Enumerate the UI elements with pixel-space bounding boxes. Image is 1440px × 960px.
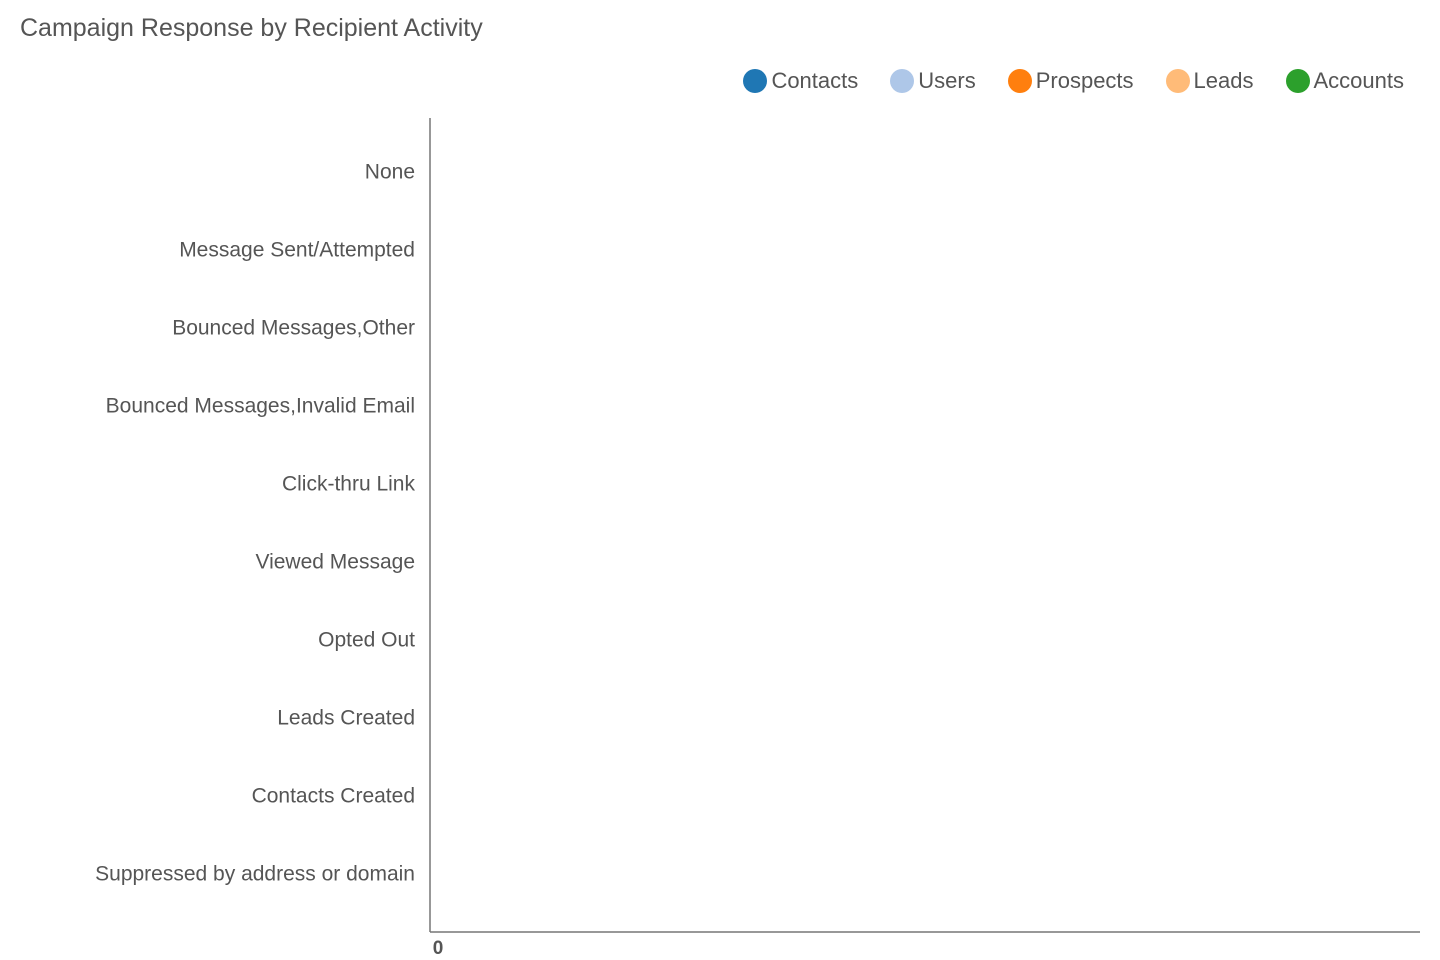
category-label: Message Sent/Attempted: [179, 239, 415, 262]
legend-swatch: [1165, 69, 1190, 93]
category-label: None: [365, 161, 415, 184]
legend-item-prospects[interactable]: Prospects: [1007, 68, 1134, 94]
category-label: Leads Created: [277, 707, 415, 730]
legend-label: Leads: [1193, 68, 1254, 93]
category-label: Viewed Message: [255, 551, 415, 574]
category-label: Bounced Messages,Invalid Email: [106, 395, 415, 418]
legend-item-users[interactable]: Users: [890, 68, 976, 94]
legend-label: Prospects: [1035, 68, 1134, 93]
legend-swatch: [890, 69, 915, 93]
legend-item-contacts[interactable]: Contacts: [743, 68, 858, 94]
category-label: Contacts Created: [252, 785, 415, 808]
legend-item-leads[interactable]: Leads: [1165, 68, 1254, 94]
category-label: Opted Out: [318, 629, 415, 652]
legend-label: Accounts: [1313, 68, 1405, 93]
chart-title: Campaign Response by Recipient Activity: [20, 14, 483, 42]
category-label: Bounced Messages,Other: [172, 317, 415, 340]
x-tick-label: 0: [433, 938, 444, 959]
legend-swatch: [1285, 69, 1310, 93]
legend-swatch: [1007, 69, 1032, 93]
legend-item-accounts[interactable]: Accounts: [1285, 68, 1405, 94]
category-label: Suppressed by address or domain: [95, 863, 415, 886]
legend: Contacts Users Prospects Leads Accounts: [743, 64, 1404, 98]
legend-swatch: [743, 69, 768, 93]
legend-label: Contacts: [771, 68, 859, 93]
category-label: Click-thru Link: [282, 473, 416, 496]
legend-label: Users: [918, 68, 976, 93]
